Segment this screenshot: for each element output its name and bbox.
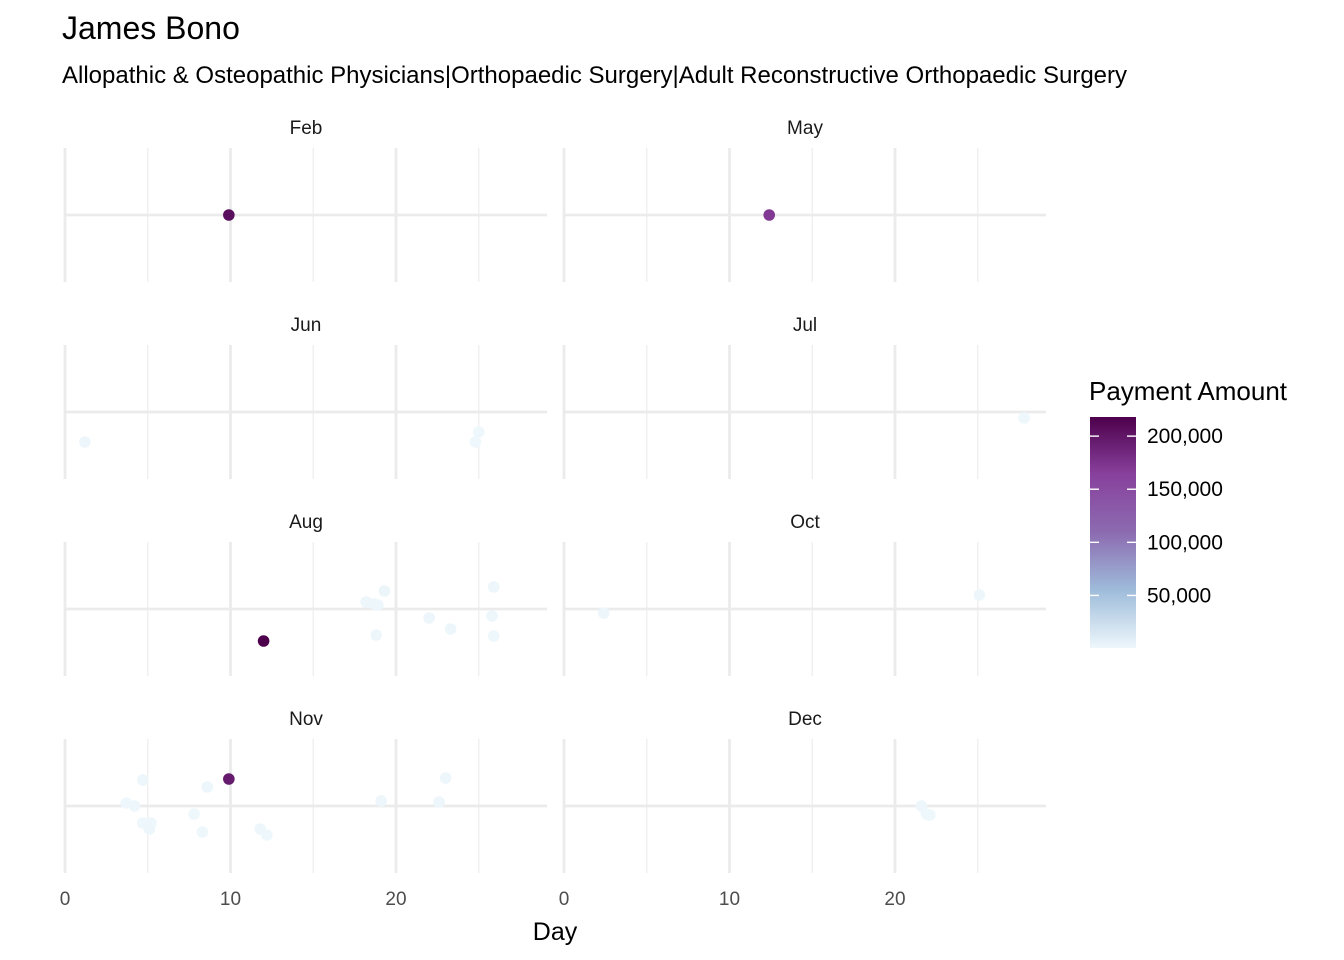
color-legend: Payment Amount 50,000 100,000 150,000 200,0… [1089, 376, 1288, 648]
x-tick-label: 20 [884, 889, 905, 910]
x-tick-label: 10 [220, 889, 241, 910]
legend-tick-label: 50,000 [1147, 584, 1211, 607]
x-axis: 0 10 20 0 10 20 [60, 889, 906, 910]
data-point [360, 596, 373, 608]
data-point [254, 823, 267, 835]
data-point [223, 209, 235, 221]
facet-label: Aug [289, 512, 323, 533]
data-point [597, 607, 610, 619]
legend-colorbar [1090, 417, 1136, 648]
legend-tick-label: 200,000 [1147, 425, 1223, 448]
data-point [136, 774, 149, 786]
data-point [439, 772, 452, 784]
data-point [79, 436, 91, 448]
data-point [469, 436, 482, 448]
x-tick-label: 0 [60, 889, 71, 910]
facet-grid: Feb May Jun Jul Aug Oct Nov Dec [63, 118, 1046, 873]
facet-panel: Oct [562, 512, 1046, 676]
facet-panel: Jun [63, 315, 547, 479]
x-axis-label: Day [533, 918, 578, 946]
data-point [1018, 412, 1030, 424]
data-point [375, 795, 387, 807]
chart-title: James Bono [62, 10, 240, 46]
chart-subtitle: Allopathic & Osteopathic Physicians|Orth… [62, 62, 1127, 89]
data-point [378, 585, 391, 597]
legend-title: Payment Amount [1089, 376, 1288, 406]
x-tick-label: 0 [559, 889, 570, 910]
facet-label: Dec [788, 709, 822, 730]
facet-label: May [787, 118, 823, 139]
x-tick-label: 10 [719, 889, 740, 910]
facet-panel: Dec [562, 709, 1046, 873]
data-point [143, 823, 156, 835]
data-point [257, 635, 270, 647]
legend-tick-label: 100,000 [1147, 531, 1223, 554]
data-point [223, 773, 235, 785]
data-point [128, 800, 141, 812]
facet-label: Nov [289, 709, 323, 730]
facet-label: Jun [291, 315, 322, 336]
data-point [763, 209, 776, 221]
facet-label: Feb [290, 118, 323, 139]
facet-label: Oct [790, 512, 820, 533]
data-point [973, 589, 986, 601]
data-point [370, 629, 382, 641]
data-point [915, 800, 928, 812]
data-point [188, 808, 200, 820]
data-point [472, 426, 485, 438]
data-point [487, 630, 500, 642]
facet-label: Jul [793, 315, 817, 336]
data-point [433, 796, 445, 808]
facet-panel: Aug [63, 512, 547, 676]
facet-panel: Nov [63, 709, 547, 873]
x-tick-label: 20 [385, 889, 406, 910]
facet-panel: Feb [63, 118, 547, 282]
facet-panel: Jul [562, 315, 1046, 479]
data-point [487, 581, 500, 593]
facet-panel: May [562, 118, 1046, 282]
data-point [201, 781, 214, 793]
legend-tick-label: 150,000 [1147, 478, 1223, 501]
data-point [196, 826, 209, 838]
data-point [423, 612, 435, 624]
data-point [486, 610, 498, 622]
data-point [444, 623, 457, 635]
